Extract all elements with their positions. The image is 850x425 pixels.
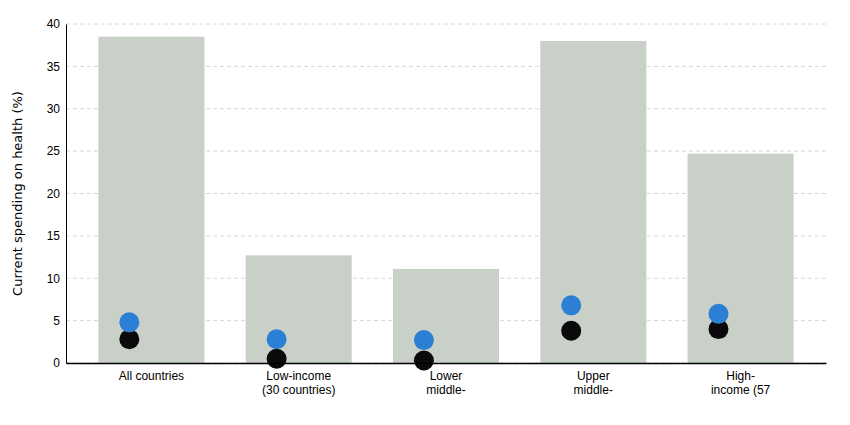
tick-label-line: Low-income [266,369,331,383]
tick-label-line: middle- [426,383,465,397]
plot: 0 5 10 15 20 25 30 35 40 All countries Low-income(… [47,17,827,397]
tick-label: 20 [47,187,61,201]
y-axis: 0 5 10 15 20 25 30 35 40 [47,17,67,370]
tick-label-line: (30 countries) [262,383,335,397]
tick-label: 35 [47,60,61,74]
tick-label: Lowermiddle- [426,369,465,397]
tick: 40 [47,17,66,31]
dot [708,304,728,324]
tick: 10 [47,272,66,286]
tick: 25 [47,144,66,158]
series [98,37,793,363]
tick: 30 [47,102,66,116]
bar [98,37,204,363]
tick-label-line: middle- [574,383,613,397]
x-axis: All countriesLow-income(30 countries)Low… [67,364,827,397]
y-axis-line [66,25,67,364]
tick: Uppermiddle- [574,369,613,397]
tick-label: High-income (57 [711,369,771,397]
dot [561,321,581,341]
grid [66,24,826,363]
tick: Low-income(30 countries) [262,369,335,397]
dot [414,330,434,350]
bar [393,269,499,363]
tick: High-income (57 [711,369,771,397]
tick-label: 5 [53,314,60,328]
tick-label: 10 [47,272,61,286]
tick: 20 [47,187,66,201]
tick: All countries [119,369,184,383]
tick: 5 [53,314,66,328]
tick-label: 15 [47,229,61,243]
tick-label: Low-income(30 countries) [262,369,335,397]
tick-label: 30 [47,102,61,116]
chart: 0 5 10 15 20 25 30 35 40 All countries Low-income(… [0,0,850,425]
tick-label: All countries [119,369,184,383]
dot [414,350,434,370]
y-axis-title: Current spending on health (%) [10,91,25,296]
bar [688,154,794,363]
tick-label-line: High- [726,369,755,383]
tick: 15 [47,229,66,243]
bar [246,255,352,363]
dot [119,312,139,332]
tick-label: Uppermiddle- [574,369,613,397]
dot [561,295,581,315]
tick-label: 0 [53,356,60,370]
dot [267,329,287,349]
tick-label-line: Lower [430,369,463,383]
tick-label: 40 [47,17,61,31]
tick: Lowermiddle- [426,369,465,397]
x-axis-line [67,363,827,365]
tick: 0 [53,356,66,370]
tick-label-line: Upper [577,369,610,383]
dot [267,349,287,369]
tick-label-line: income (57 [711,383,771,397]
tick: 35 [47,60,66,74]
series [119,295,728,350]
tick-label-line: All countries [119,369,184,383]
tick-label: 25 [47,144,61,158]
bar [540,41,646,363]
marks [98,37,793,371]
grid-line [66,24,826,25]
